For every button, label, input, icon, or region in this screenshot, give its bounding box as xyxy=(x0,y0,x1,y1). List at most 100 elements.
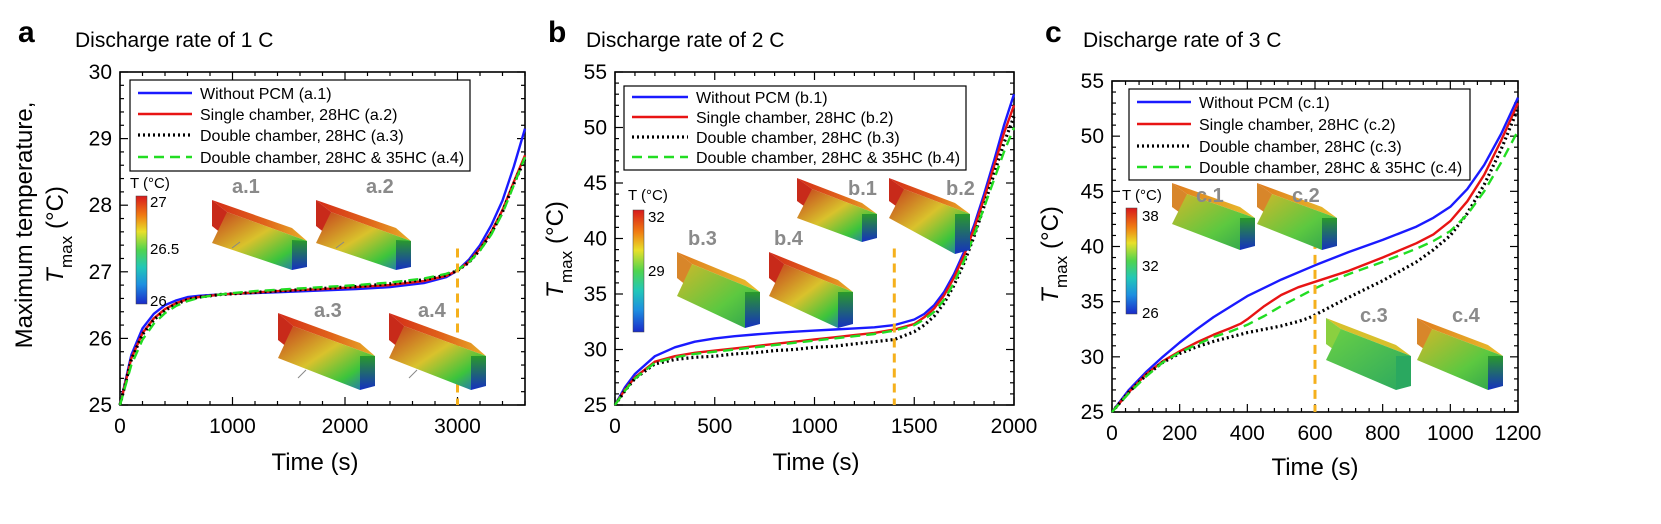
panel-title-c: Discharge rate of 3 C xyxy=(1083,29,1281,52)
legend-entry-a-1: Single chamber, 28HC (a.2) xyxy=(200,107,397,124)
x-tick-label-c: 1000 xyxy=(1427,422,1474,445)
y-tick-label-a: 25 xyxy=(89,394,112,417)
colorbar-tick-a-0: 27 xyxy=(150,194,167,211)
y-axis-sub-b: max xyxy=(557,250,576,283)
colorbar-tick-c-1: 32 xyxy=(1142,258,1159,275)
colorbar-tick-a-1: 26.5 xyxy=(150,241,179,258)
legend-entry-a-0: Without PCM (a.1) xyxy=(200,86,332,103)
legend-entry-a-3: Double chamber, 28HC & 35HC (a.4) xyxy=(200,150,464,167)
colorbar-tick-c-0: 38 xyxy=(1142,208,1159,225)
inset-label-c3: c.3 xyxy=(1360,305,1388,327)
x-tick-label-a: 1000 xyxy=(209,415,256,438)
series-group-a xyxy=(118,128,527,406)
inset-c1: c.1 xyxy=(1172,183,1255,250)
y-tick-label-c: 25 xyxy=(1081,401,1104,424)
x-tick-label-a: 2000 xyxy=(322,415,369,438)
y-axis-sub-a: max xyxy=(57,235,76,268)
legend-entry-a-2: Double chamber, 28HC (a.3) xyxy=(200,128,404,145)
y-tick-label-a: 26 xyxy=(89,327,112,350)
legend-entry-b-2: Double chamber, 28HC (b.3) xyxy=(696,130,900,147)
colorbar-a: T (°C) 27 26.5 26 xyxy=(130,175,179,310)
inset-label-b3: b.3 xyxy=(688,228,717,250)
legend-b: Without PCM (b.1) Single chamber, 28HC (… xyxy=(623,85,967,171)
inset-label-c2: c.2 xyxy=(1292,185,1320,207)
inset-c4: c.4 xyxy=(1417,305,1503,390)
series-group-c xyxy=(1110,97,1520,414)
inset-a1: a.1 xyxy=(212,176,307,270)
colorbar-tick-a-2: 26 xyxy=(150,293,167,310)
panel-letter-a: a xyxy=(18,16,35,49)
inset-label-b4: b.4 xyxy=(774,228,804,250)
y-axis-symbol-c: T xyxy=(1037,286,1064,303)
y-tick-label-c: 55 xyxy=(1081,70,1104,93)
panel-title-a: Discharge rate of 1 C xyxy=(75,29,273,52)
x-tick-label-b: 1000 xyxy=(791,415,838,438)
colorbar-tick-b-1: 29 xyxy=(648,263,665,280)
legend-entry-b-1: Single chamber, 28HC (b.2) xyxy=(696,110,893,127)
y-tick-label-c: 40 xyxy=(1081,236,1104,259)
inset-c3: c.3 xyxy=(1326,305,1411,390)
y-axis-unit-c: (°C) xyxy=(1037,206,1064,249)
y-tick-label-b: 25 xyxy=(584,394,607,417)
x-tick-label-c: 200 xyxy=(1162,422,1197,445)
y-tick-label-a: 27 xyxy=(89,261,112,284)
y-tick-label-a: 28 xyxy=(89,194,112,217)
y-tick-label-c: 50 xyxy=(1081,125,1104,148)
colorbar-label-c: T (°C) xyxy=(1122,187,1162,204)
series-line-a-0 xyxy=(118,128,527,406)
series-group-b xyxy=(613,93,1016,406)
legend-entry-c-2: Double chamber, 28HC (c.3) xyxy=(1199,139,1402,156)
axis-ticks-a: 0 1000 2000 3000 25 26 27 28 29 30 xyxy=(89,61,526,438)
x-tick-label-b: 0 xyxy=(609,415,621,438)
colorbar-c: T (°C) 38 32 26 xyxy=(1122,187,1162,322)
y-tick-label-a: 29 xyxy=(89,128,112,151)
inset-label-c4: c.4 xyxy=(1452,305,1481,327)
series-line-c-3 xyxy=(1111,130,1520,413)
x-axis-label-a: Time (s) xyxy=(271,449,358,476)
y-axis-sub-c: max xyxy=(1052,255,1071,288)
colorbar-b: T (°C) 32 29 xyxy=(628,187,668,333)
y-tick-label-b: 55 xyxy=(584,61,607,84)
y-axis-symbol-group-a: T max (°C) xyxy=(42,186,76,283)
legend-entry-c-3: Double chamber, 28HC & 35HC (c.4) xyxy=(1199,160,1462,177)
colorbar-tick-b-0: 32 xyxy=(648,209,665,226)
panel-c: c Discharge rate of 3 C 0 200 400 600 800 100… xyxy=(1037,16,1541,481)
y-tick-label-c: 45 xyxy=(1081,180,1104,203)
x-tick-label-c: 0 xyxy=(1106,422,1118,445)
legend-a: Without PCM (a.1) Single chamber, 28HC (… xyxy=(129,79,471,172)
y-axis-unit-a: (°C) xyxy=(42,186,69,229)
y-tick-label-a: 30 xyxy=(89,61,112,84)
colorbar-tick-c-2: 26 xyxy=(1142,305,1159,322)
inset-label-c1: c.1 xyxy=(1196,185,1224,207)
axis-ticks-b: 0 500 1000 1500 2000 25 30 35 40 45 50 55 xyxy=(584,61,1038,438)
series-line-b-3 xyxy=(614,127,1016,406)
y-axis-label-a: Maximum temperature, xyxy=(11,102,38,349)
y-tick-label-c: 30 xyxy=(1081,346,1104,369)
panel-a: a Discharge rate of 1 C 0 1000 2000 3000 25 2… xyxy=(11,16,527,476)
inset-a2: a.2 xyxy=(316,176,411,270)
x-tick-label-b: 2000 xyxy=(991,415,1038,438)
panel-title-b: Discharge rate of 2 C xyxy=(586,29,784,52)
inset-b2: b.2 xyxy=(889,178,975,254)
x-axis-label-b: Time (s) xyxy=(772,449,859,476)
y-tick-label-c: 35 xyxy=(1081,291,1104,314)
y-tick-label-b: 50 xyxy=(584,117,607,140)
y-axis-label-group-c: T max (°C) xyxy=(1037,206,1071,303)
colorbar-label-a: T (°C) xyxy=(130,175,170,192)
y-tick-label-b: 30 xyxy=(584,339,607,362)
inset-b3: b.3 xyxy=(677,228,760,328)
legend-entry-b-3: Double chamber, 28HC & 35HC (b.4) xyxy=(696,150,960,167)
x-tick-label-c: 600 xyxy=(1297,422,1332,445)
series-line-c-0 xyxy=(1111,97,1520,413)
inset-label-a4: a.4 xyxy=(418,300,447,322)
y-axis-label-group-b: T max (°C) xyxy=(542,201,576,298)
x-tick-label-a: 0 xyxy=(114,415,126,438)
inset-label-b2: b.2 xyxy=(946,178,975,200)
x-axis-label-c: Time (s) xyxy=(1271,454,1358,481)
y-tick-label-b: 35 xyxy=(584,283,607,306)
series-line-a-3 xyxy=(118,156,527,406)
inset-a4: a.4 xyxy=(389,300,486,390)
inset-label-a1: a.1 xyxy=(232,176,260,198)
y-tick-label-b: 40 xyxy=(584,228,607,251)
inset-b1: b.1 xyxy=(797,178,877,242)
